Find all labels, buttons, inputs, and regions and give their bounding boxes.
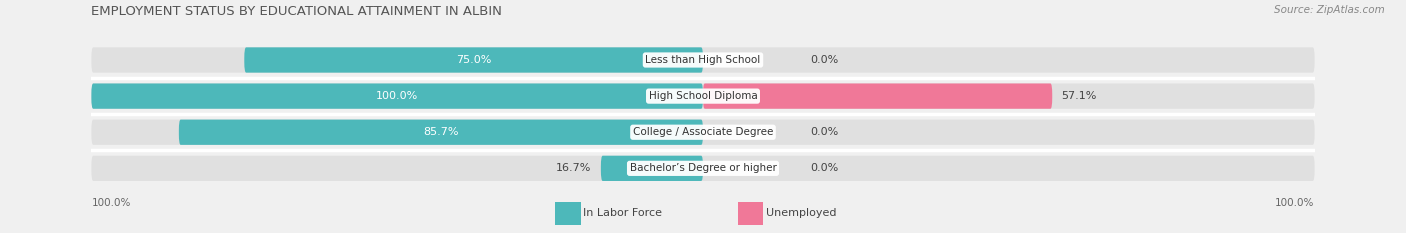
Text: 100.0%: 100.0% — [1275, 198, 1315, 208]
FancyBboxPatch shape — [91, 120, 1315, 145]
Text: Source: ZipAtlas.com: Source: ZipAtlas.com — [1274, 5, 1385, 15]
Text: Unemployed: Unemployed — [766, 208, 837, 218]
Text: 0.0%: 0.0% — [810, 127, 838, 137]
FancyBboxPatch shape — [245, 47, 703, 73]
Text: Bachelor’s Degree or higher: Bachelor’s Degree or higher — [630, 163, 776, 173]
Text: 16.7%: 16.7% — [557, 163, 592, 173]
Text: 75.0%: 75.0% — [456, 55, 491, 65]
Text: In Labor Force: In Labor Force — [583, 208, 662, 218]
Text: 57.1%: 57.1% — [1062, 91, 1097, 101]
Text: 0.0%: 0.0% — [810, 163, 838, 173]
Text: Less than High School: Less than High School — [645, 55, 761, 65]
Text: EMPLOYMENT STATUS BY EDUCATIONAL ATTAINMENT IN ALBIN: EMPLOYMENT STATUS BY EDUCATIONAL ATTAINM… — [91, 5, 502, 18]
FancyBboxPatch shape — [91, 47, 1315, 73]
Text: High School Diploma: High School Diploma — [648, 91, 758, 101]
Text: 85.7%: 85.7% — [423, 127, 458, 137]
FancyBboxPatch shape — [91, 156, 1315, 181]
FancyBboxPatch shape — [91, 83, 703, 109]
Text: 100.0%: 100.0% — [375, 91, 419, 101]
FancyBboxPatch shape — [91, 83, 1315, 109]
FancyBboxPatch shape — [600, 156, 703, 181]
FancyBboxPatch shape — [703, 83, 1052, 109]
FancyBboxPatch shape — [179, 120, 703, 145]
Text: 0.0%: 0.0% — [810, 55, 838, 65]
Text: 100.0%: 100.0% — [91, 198, 131, 208]
Text: College / Associate Degree: College / Associate Degree — [633, 127, 773, 137]
